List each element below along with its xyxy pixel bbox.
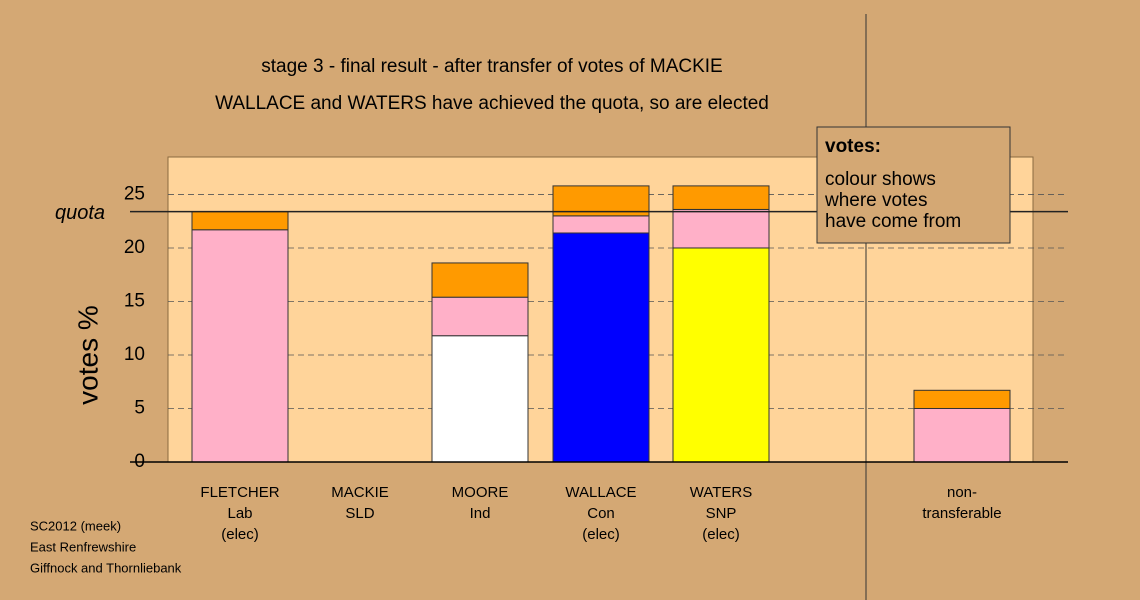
bar-segment xyxy=(191,211,289,231)
chart-title: stage 3 - final result - after transfer … xyxy=(261,56,722,77)
x-tick-label: (elec) xyxy=(582,526,620,543)
footer-text: Giffnock and Thornliebank xyxy=(30,560,182,575)
bar-segment xyxy=(913,389,1011,409)
x-tick-label: WATERS xyxy=(690,484,753,501)
y-tick-label: 10 xyxy=(124,344,145,365)
y-axis-label: votes % xyxy=(72,305,103,405)
bar-segment xyxy=(913,407,1011,463)
x-tick-label: non- xyxy=(947,484,977,501)
chart-subtitle: WALLACE and WATERS have achieved the quo… xyxy=(215,93,769,114)
x-tick-label: MACKIE xyxy=(331,484,389,501)
legend-text: have come from xyxy=(825,211,961,232)
y-tick-label: 20 xyxy=(124,237,145,258)
bar-segment xyxy=(672,247,770,463)
bar-segment xyxy=(431,262,529,298)
y-tick-label: 5 xyxy=(134,398,145,419)
legend-title: votes: xyxy=(825,136,881,157)
bar-segment xyxy=(672,185,770,210)
x-tick-label: SNP xyxy=(706,505,737,522)
x-tick-label: Con xyxy=(587,505,615,522)
bar-segment xyxy=(191,229,289,463)
bar-segment xyxy=(552,232,650,463)
x-tick-label: Lab xyxy=(227,505,252,522)
x-tick-label: SLD xyxy=(345,505,374,522)
x-tick-label: WALLACE xyxy=(565,484,636,501)
legend-text: where votes xyxy=(824,190,927,211)
bar-segment xyxy=(552,215,650,234)
x-tick-label: Ind xyxy=(470,505,491,522)
footer-text: East Renfrewshire xyxy=(30,539,136,554)
x-tick-label: (elec) xyxy=(221,526,259,543)
x-tick-label: transferable xyxy=(922,505,1001,522)
legend-box xyxy=(816,126,1011,244)
y-tick-label: 25 xyxy=(124,183,145,204)
quota-label: quota xyxy=(55,202,105,224)
y-tick-label: 15 xyxy=(124,290,145,311)
x-tick-label: FLETCHER xyxy=(200,484,279,501)
footer-text: SC2012 (meek) xyxy=(30,518,121,533)
bar-segment xyxy=(431,296,529,337)
legend-text: colour shows xyxy=(825,169,936,190)
x-tick-label: (elec) xyxy=(702,526,740,543)
bar-segment xyxy=(431,335,529,463)
x-tick-label: MOORE xyxy=(452,484,509,501)
bar-segment xyxy=(672,208,770,249)
